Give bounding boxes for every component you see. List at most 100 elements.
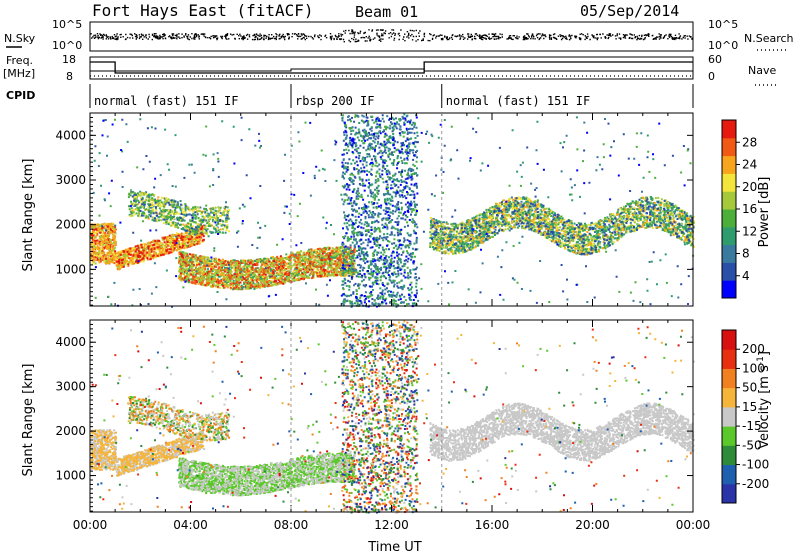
nave-label: Nave [748,64,776,77]
velocity-data [90,320,695,514]
power-cell [178,246,356,291]
velocity-cell [341,321,419,514]
colorbar-swatch [722,155,736,174]
xtick-label: 00:00 [73,518,108,532]
power-cell [127,190,229,235]
colorbar-swatch [722,244,736,263]
cpid-label: CPID [6,89,35,102]
freq-tick-bottom: 8 [66,70,73,83]
station-title: Fort Hays East (fitACF) [92,1,314,20]
ytick-label: 2000 [55,218,86,232]
colorbar-swatch [722,209,736,228]
power-ylabel: Slant Range [km] [21,159,36,272]
colorbar-tick-label: 12 [742,224,757,238]
nsearch-tick-top: 10^5 [708,18,738,31]
beam-title: Beam 01 [355,3,418,21]
power-cell [130,190,229,234]
velocity-cell [178,452,356,497]
velocity-cell [341,324,419,514]
power-colorbar-label: Power [dB] [757,177,772,248]
velocity-cell [129,396,229,442]
colorbar-swatch [722,280,736,299]
freq-tick-top: 18 [62,53,76,66]
xtick-label: 12:00 [374,518,409,532]
colorbar-tick-label: 200 [742,342,765,356]
xtick-label: 08:00 [274,518,309,532]
nsky-points [90,29,694,43]
power-cell [129,192,231,235]
freq-unit: [MHz] [3,67,35,80]
cpid-segment-label: normal (fast) 151 IF [94,94,239,108]
colorbar-swatch [722,120,736,139]
velocity-cell [429,402,695,462]
velocity-cell [341,321,419,513]
power-data [90,113,695,308]
velocity-colorbar: 200 100 50 15 -15 -50 -100 -200 [721,329,769,504]
freq-label: Freq. [6,54,33,67]
colorbar-swatch [722,406,736,427]
colorbar-swatch [722,387,736,408]
colorbar-tick-label: 100 [742,361,765,375]
ytick-label: 3000 [55,380,86,394]
colorbar-swatch [722,368,736,389]
freq-panel [89,56,694,80]
colorbar-tick-label: -50 [742,438,762,452]
nsky-tick-top: 10^5 [52,18,82,31]
freq-line [90,61,693,74]
colorbar-swatch [722,445,736,466]
cpid-segments: normal (fast) 151 IF rbsp 200 IF normal (f… [94,84,694,108]
power-colorbar: 28 24 20 16 12 8 4 [721,119,757,299]
colorbar-swatch [722,173,736,192]
velocity-axes: 1000 2000 3000 4000 00:00 04:00 08:00 12:00 16:0… [55,319,711,532]
colorbar-tick-label: 28 [742,135,757,149]
power-cell [429,196,695,255]
ytick-label: 1000 [55,469,86,483]
power-cell [432,196,693,256]
power-cell [429,196,695,255]
colorbar-tick-label: -15 [742,419,762,433]
colorbar-swatch [722,426,736,446]
colorbar-swatch [722,226,736,246]
nsky-tick-bottom: 10^0 [52,39,82,52]
cpid-segment-label: normal (fast) 151 IF [446,94,591,108]
xtick-label: 00:00 [676,518,711,532]
power-cell [127,191,229,235]
power-cell [92,118,680,306]
colorbar-tick-label: -100 [742,458,769,472]
colorbar-tick-label: 15 [742,400,757,414]
power-cell [341,116,419,308]
power-cell [90,223,118,265]
freq-data [90,61,693,77]
ytick-label: 4000 [55,335,86,349]
freq-line-2 [90,68,693,72]
velocity-cell [115,431,205,477]
nsearch-tick-bottom: 10^0 [708,39,738,52]
nsky-label: N.Sky [4,32,36,45]
power-cell [90,222,117,265]
colorbar-swatch [722,262,736,281]
colorbar-frame [721,329,737,504]
date-title: 05/Sep/2014 [580,2,679,20]
xtick-label: 20:00 [575,518,610,532]
colorbar-tick-label: 24 [742,158,757,172]
colorbar-swatch [722,349,736,369]
power-cell [341,114,419,308]
ytick-label: 2000 [55,424,86,438]
nsearch-label: N.Search [744,32,794,45]
colorbar-swatch [722,483,736,504]
colorbar-swatch [722,330,736,350]
power-cell [178,246,356,291]
colorbar-tick-label: 8 [742,247,750,261]
colorbar-tick-label: 16 [742,202,757,216]
velocity-colorbar-label: Velocity [m s-1] [756,351,772,449]
ytick-label: 3000 [55,173,86,187]
velocity-cell [341,320,419,514]
power-cell [341,113,419,308]
nave-tick-bottom: 0 [708,70,715,83]
nave-tick-top: 60 [708,53,722,66]
velocity-ylabel: Slant Range [km] [21,364,36,477]
power-cell [130,191,229,235]
nsky-data [90,29,694,43]
nsky-panel [89,21,694,52]
